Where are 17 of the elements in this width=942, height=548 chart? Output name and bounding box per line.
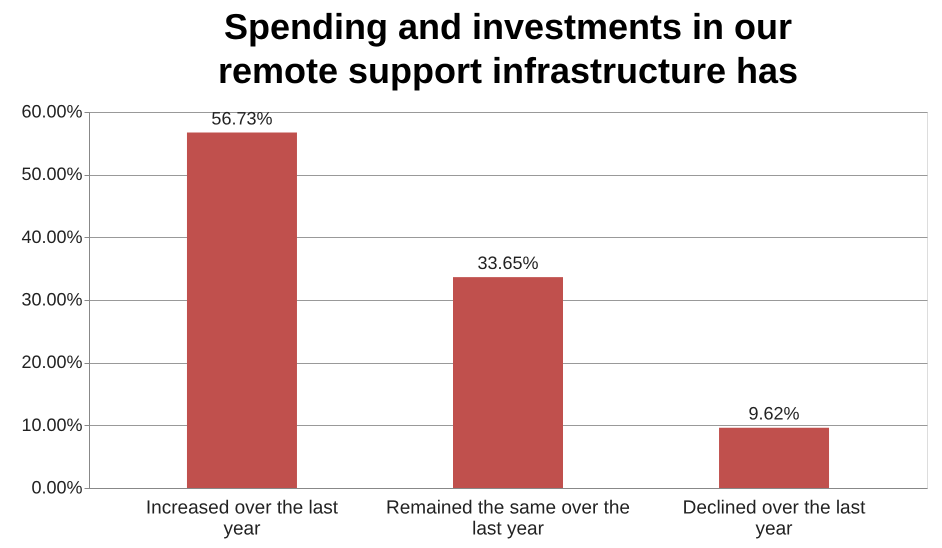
x-tick-label: Remained the same over the last year: [386, 498, 630, 540]
data-label: 56.73%: [211, 108, 272, 128]
y-tick-label: 20.00%: [21, 352, 82, 372]
y-tick-label: 40.00%: [21, 226, 82, 247]
y-tick-label: 30.00%: [21, 290, 82, 310]
x-tick-label: Increased over the last year: [146, 498, 339, 540]
y-tick-label: 0.00%: [31, 478, 82, 498]
y-tick-label: 10.00%: [21, 414, 82, 435]
y-tick-label: 50.00%: [21, 164, 82, 184]
chart-title: Spending and investments in our remote support infrastructure has: [218, 6, 798, 91]
data-label: 33.65%: [477, 253, 539, 274]
y-tick-label: 60.00%: [21, 102, 82, 122]
data-label: 9.62%: [748, 404, 800, 424]
bar: [453, 277, 563, 488]
bar: [186, 132, 297, 488]
x-tick-label: Declined over the last year: [682, 498, 866, 540]
bar: [719, 428, 830, 488]
